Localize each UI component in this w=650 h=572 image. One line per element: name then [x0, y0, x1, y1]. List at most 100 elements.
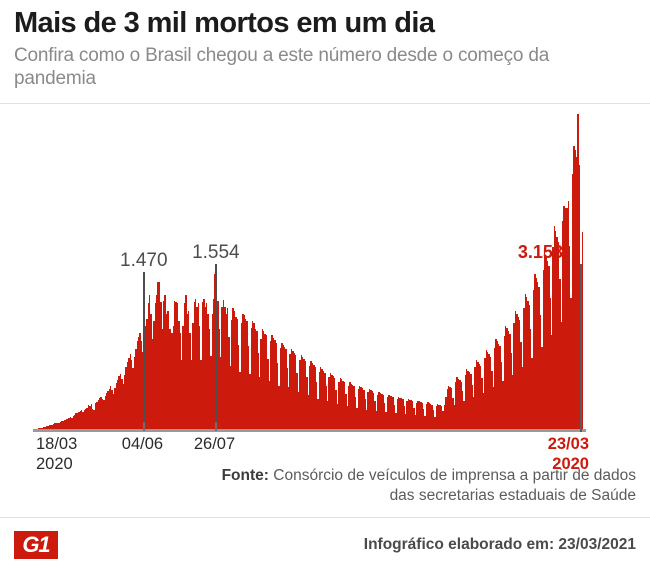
- bar: [189, 332, 191, 430]
- bar: [382, 395, 385, 430]
- bar: [441, 405, 443, 430]
- bar: [147, 303, 150, 430]
- bar: [396, 399, 398, 430]
- bar: [83, 410, 86, 430]
- bar: [257, 353, 259, 430]
- x-axis-label-date: 04/06: [121, 435, 164, 454]
- bar: [425, 404, 428, 430]
- bar: [304, 361, 307, 430]
- bar: [100, 396, 102, 430]
- bar: [527, 300, 529, 430]
- bar: [186, 313, 188, 430]
- x-axis-label: 04/06: [122, 434, 163, 454]
- bar: [190, 360, 193, 430]
- bar: [571, 174, 574, 430]
- bar: [218, 329, 220, 430]
- bar: [432, 410, 435, 430]
- bar: [489, 356, 492, 430]
- bar: [226, 308, 229, 430]
- bar: [201, 302, 204, 430]
- bar: [367, 392, 369, 430]
- bar: [250, 328, 252, 430]
- bar: [386, 397, 389, 430]
- bar: [566, 208, 568, 430]
- bar: [161, 328, 163, 430]
- bar: [546, 260, 549, 430]
- bar: [513, 323, 515, 430]
- bar: [65, 419, 67, 430]
- bar: [239, 372, 241, 430]
- bar: [197, 303, 200, 430]
- bar: [525, 297, 528, 430]
- bar: [378, 392, 380, 430]
- annotation-line: [142, 272, 145, 430]
- bar: [75, 413, 77, 430]
- bar: [283, 347, 286, 430]
- bar: [450, 388, 453, 430]
- bar: [288, 387, 290, 430]
- bar: [193, 302, 195, 430]
- bar: [439, 405, 442, 430]
- bar: [232, 308, 234, 430]
- bar: [89, 406, 91, 430]
- bar: [428, 403, 430, 430]
- bar: [350, 383, 353, 430]
- bar: [528, 304, 531, 430]
- bar: [61, 421, 63, 430]
- bar: [368, 389, 371, 430]
- bar: [467, 370, 469, 430]
- bar: [176, 303, 179, 430]
- x-axis-label: 26/07: [194, 434, 235, 454]
- bar: [235, 316, 237, 430]
- bar: [225, 313, 227, 430]
- bar: [553, 226, 556, 430]
- bar: [435, 405, 437, 430]
- bar: [416, 402, 418, 430]
- bar: [538, 286, 540, 430]
- bar: [258, 376, 261, 430]
- credit-text: Infográfico elaborado em: 23/03/2021: [363, 536, 636, 553]
- bar: [475, 360, 478, 430]
- bar: [286, 368, 289, 430]
- bar: [577, 114, 579, 430]
- page-subtitle: Confira como o Brasil chegou a este núme…: [14, 45, 550, 89]
- bar: [249, 374, 251, 430]
- bar: [175, 302, 177, 430]
- annotation-line: [215, 264, 217, 430]
- bar: [399, 397, 401, 430]
- bar: [104, 396, 106, 430]
- x-axis-label-date: 18/03: [36, 435, 78, 454]
- bar: [452, 397, 454, 430]
- x-axis-label-year: 2020: [552, 455, 589, 474]
- bar: [421, 402, 423, 430]
- bar: [404, 414, 407, 430]
- bar: [478, 363, 480, 430]
- bar: [246, 320, 248, 430]
- bar: [473, 397, 475, 430]
- bar: [149, 294, 151, 430]
- bar: [265, 335, 268, 430]
- annotation-label-1554: 1.554: [192, 242, 240, 264]
- bar: [157, 282, 159, 430]
- bar: [256, 331, 258, 430]
- bar: [162, 301, 165, 430]
- bar: [474, 367, 476, 430]
- bar: [548, 265, 550, 430]
- bar: [545, 256, 547, 430]
- x-axis-label: 23/03 2020: [548, 434, 589, 474]
- bar: [311, 363, 314, 430]
- bar: [560, 322, 563, 430]
- bar: [471, 384, 474, 430]
- bar: [50, 425, 52, 430]
- bar: [92, 408, 94, 430]
- bar: [40, 428, 42, 430]
- bar: [555, 231, 557, 430]
- bar: [43, 426, 45, 430]
- bar: [481, 378, 483, 430]
- bar: [484, 358, 486, 430]
- bar: [320, 367, 322, 430]
- bar: [385, 412, 387, 430]
- bar: [270, 341, 272, 430]
- bar: [115, 382, 118, 430]
- bar: [324, 372, 326, 430]
